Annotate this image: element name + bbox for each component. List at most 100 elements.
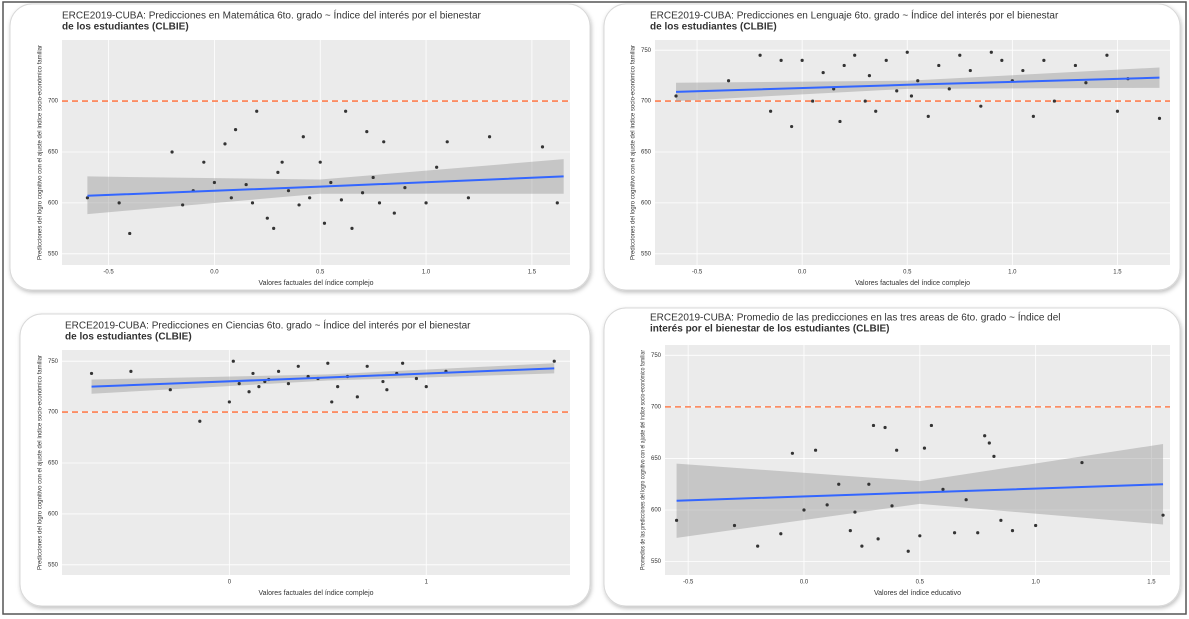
data-point (1042, 58, 1046, 62)
x-tick-label: 1.0 (1008, 270, 1017, 276)
data-point (1115, 109, 1120, 113)
data-point (365, 364, 369, 368)
data-point (231, 359, 235, 363)
x-tick-label: -0.5 (683, 580, 694, 586)
data-point (117, 201, 121, 205)
y-tick-label: 550 (641, 251, 652, 257)
data-point (244, 182, 248, 187)
data-point (223, 142, 227, 146)
data-point (863, 99, 867, 103)
data-point (837, 482, 841, 486)
data-point (726, 79, 731, 83)
x-tick-label: 0.0 (798, 270, 807, 276)
data-point (853, 53, 857, 57)
data-point (276, 170, 280, 174)
x-tick-label: 1.0 (422, 270, 431, 276)
confidence-band (676, 444, 1164, 538)
data-point (382, 140, 386, 144)
chart-title: ERCE2019-CUBA: Predicciones en Matemátic… (62, 9, 482, 22)
data-point (779, 532, 783, 536)
x-tick-label: 0.5 (916, 580, 925, 586)
data-point (318, 160, 322, 164)
data-point (1031, 114, 1035, 118)
data-point (168, 388, 172, 392)
data-point (229, 196, 233, 200)
data-point (326, 361, 330, 365)
data-point (1073, 63, 1078, 68)
data-point (330, 400, 334, 404)
data-point (976, 531, 980, 535)
data-point (968, 68, 972, 73)
data-point (918, 534, 922, 538)
data-point (251, 371, 255, 376)
data-point (813, 448, 818, 452)
data-point (1000, 58, 1004, 62)
data-point (487, 135, 492, 139)
data-point (947, 87, 951, 91)
x-tick-label: 1.0 (1031, 580, 1040, 586)
data-point (247, 390, 251, 394)
data-point (999, 518, 1003, 522)
chart-title: ERCE2019-CUBA: Predicciones en Lenguaje … (650, 9, 1059, 22)
data-point (237, 381, 241, 386)
data-point (308, 196, 312, 200)
data-point (403, 186, 407, 190)
data-point (329, 180, 333, 185)
data-point (987, 441, 991, 445)
data-point (842, 63, 846, 68)
data-point (233, 127, 238, 132)
data-point (979, 104, 983, 108)
y-tick-label: 700 (48, 99, 59, 105)
data-point (895, 448, 899, 452)
data-point (674, 518, 679, 522)
plot-background (655, 40, 1170, 265)
data-point (381, 379, 385, 384)
data-point (202, 160, 206, 164)
y-tick-label: 550 (48, 562, 59, 568)
data-point (884, 58, 888, 62)
data-point (929, 423, 933, 428)
data-point (265, 216, 269, 220)
data-point (128, 231, 132, 236)
data-point (909, 94, 914, 98)
x-tick-label: 0.0 (210, 270, 219, 276)
regression-line (91, 367, 555, 388)
chart-title: ERCE2019-CUBA: Predicciones en Ciencias … (65, 319, 471, 332)
y-tick-label: 600 (48, 200, 59, 206)
y-tick-label: 650 (48, 150, 59, 156)
data-point (385, 388, 389, 392)
data-point (365, 130, 369, 134)
data-point (758, 53, 762, 57)
data-point (371, 175, 375, 180)
y-tick-label: 550 (48, 251, 59, 257)
data-point (756, 544, 760, 548)
data-point (435, 165, 439, 169)
data-point (1084, 81, 1088, 85)
y-tick-label: 700 (651, 404, 662, 410)
x-tick-label: -0.5 (692, 270, 703, 276)
data-point (212, 180, 216, 185)
data-point (257, 385, 261, 389)
regression-line (87, 175, 564, 197)
data-point (838, 119, 842, 124)
data-point (964, 498, 968, 502)
data-point (867, 482, 871, 486)
data-point (181, 203, 185, 207)
data-point (779, 58, 783, 62)
data-point (355, 395, 359, 399)
data-point (937, 63, 941, 68)
data-point (732, 523, 737, 528)
data-point (922, 446, 927, 450)
data-point (1010, 529, 1015, 533)
data-point (871, 423, 876, 428)
y-tick-label: 750 (641, 48, 652, 54)
data-point (906, 549, 910, 553)
data-point (1157, 116, 1162, 120)
data-point (821, 70, 825, 75)
y-axis-label: Predicciones del logro cognitivo con el … (631, 45, 637, 260)
data-point (905, 50, 909, 54)
y-tick-label: 650 (651, 456, 662, 462)
data-point (1021, 68, 1025, 73)
data-point (983, 434, 987, 438)
